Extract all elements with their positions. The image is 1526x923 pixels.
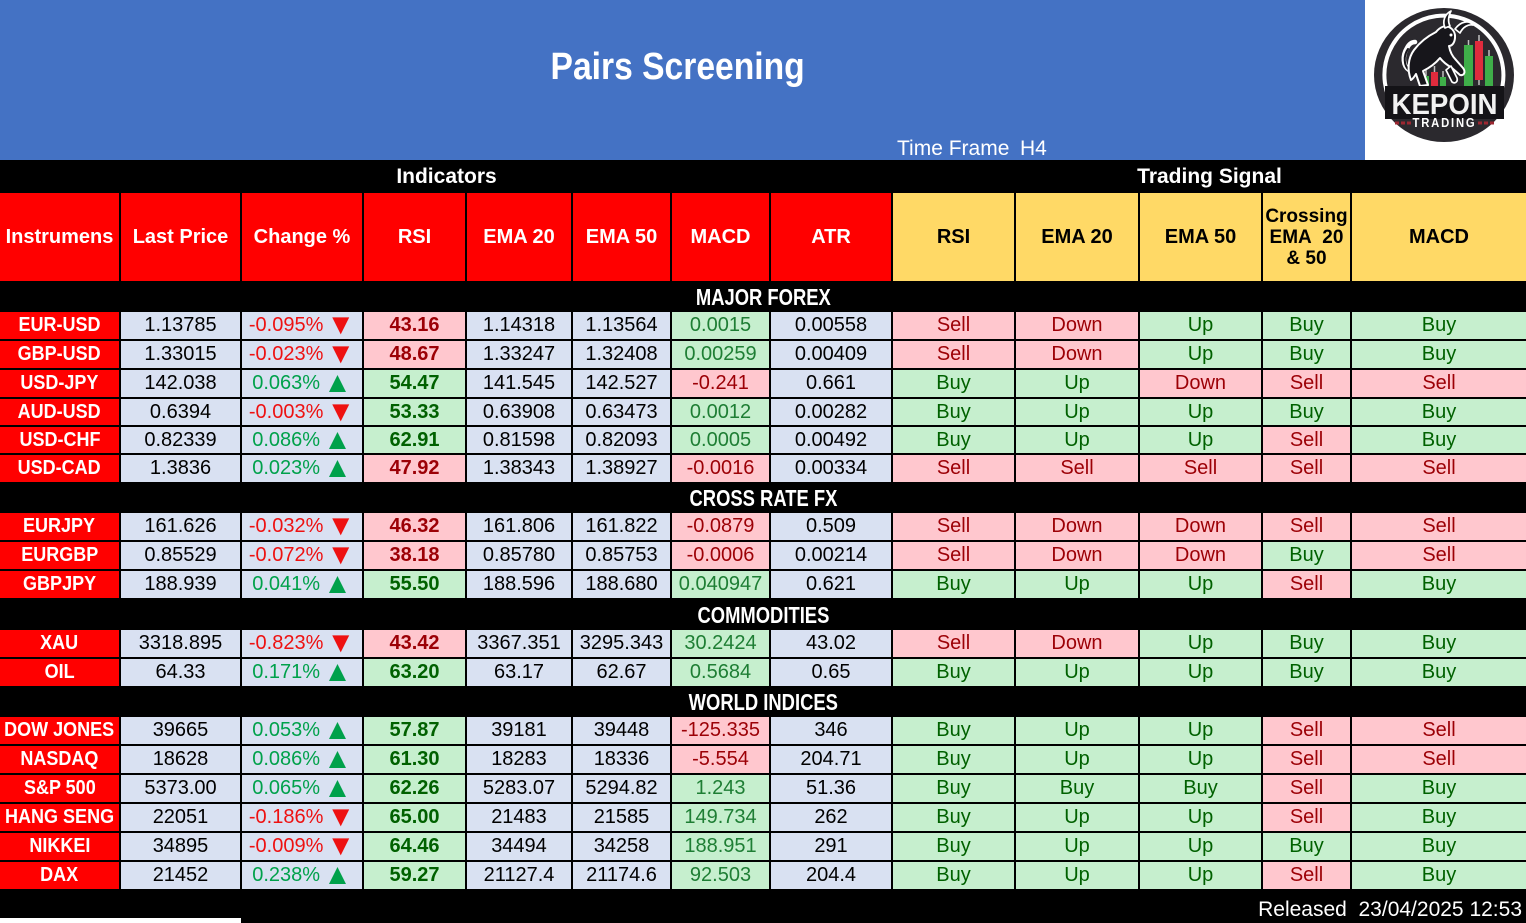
svg-text:TRADING: TRADING [1413, 116, 1477, 130]
svg-text:KEPOIN: KEPOIN [1392, 89, 1498, 121]
